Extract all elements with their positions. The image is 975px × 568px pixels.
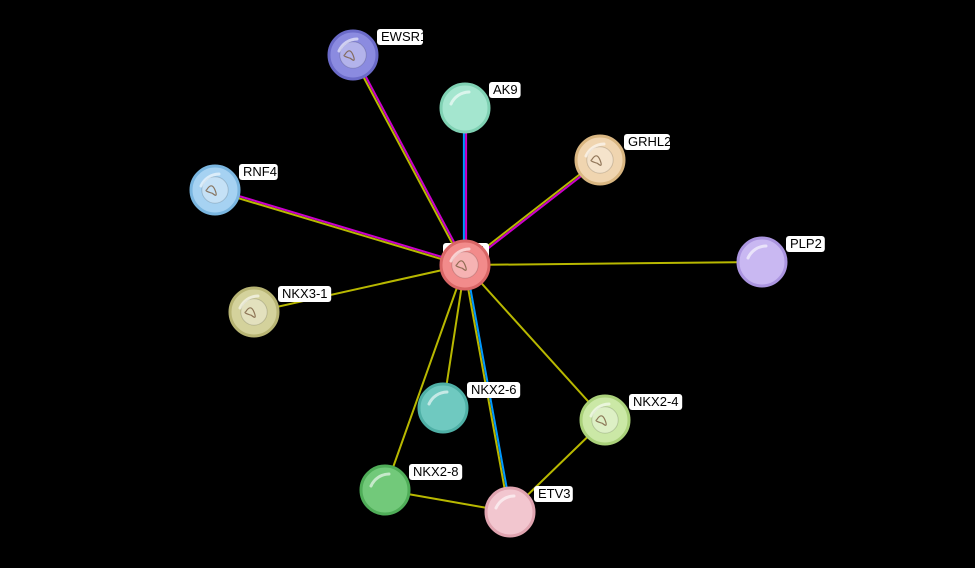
edge-PATZ1-RNF4 bbox=[215, 191, 465, 266]
node-PATZ1[interactable]: PATZ1 bbox=[441, 241, 489, 289]
node-NKX2-6[interactable]: NKX2-6 bbox=[419, 382, 520, 432]
node-label: PLP2 bbox=[790, 236, 822, 251]
edge-PATZ1-NKX2-8 bbox=[385, 265, 465, 490]
edge-PATZ1-RNF4 bbox=[215, 189, 465, 264]
node-NKX2-8[interactable]: NKX2-8 bbox=[361, 464, 462, 514]
edge-PATZ1-EWSR1 bbox=[354, 54, 466, 264]
node-PLP2[interactable]: PLP2 bbox=[738, 236, 825, 286]
node-NKX2-4[interactable]: NKX2-4 bbox=[581, 394, 682, 444]
edges-layer bbox=[215, 54, 762, 512]
node-label: AK9 bbox=[493, 82, 518, 97]
edge-PATZ1-PLP2 bbox=[465, 262, 762, 265]
node-EWSR1[interactable]: EWSR1 bbox=[329, 29, 427, 79]
node-GRHL2[interactable]: GRHL2 bbox=[576, 134, 671, 184]
node-NKX3-1[interactable]: NKX3-1 bbox=[230, 286, 331, 336]
node-label: ETV3 bbox=[538, 486, 571, 501]
node-label: NKX2-8 bbox=[413, 464, 459, 479]
node-label: NKX2-6 bbox=[471, 382, 517, 397]
node-AK9[interactable]: AK9 bbox=[441, 82, 521, 132]
nodes-layer: PATZ1 EWSR1 AK9 GRHL2 RNF4 PLP2 NKX3-1 NKX2-6 NK… bbox=[191, 29, 825, 536]
node-label: EWSR1 bbox=[381, 29, 427, 44]
node-label: GRHL2 bbox=[628, 134, 671, 149]
node-label: NKX3-1 bbox=[282, 286, 328, 301]
node-label: NKX2-4 bbox=[633, 394, 679, 409]
node-label: RNF4 bbox=[243, 164, 277, 179]
